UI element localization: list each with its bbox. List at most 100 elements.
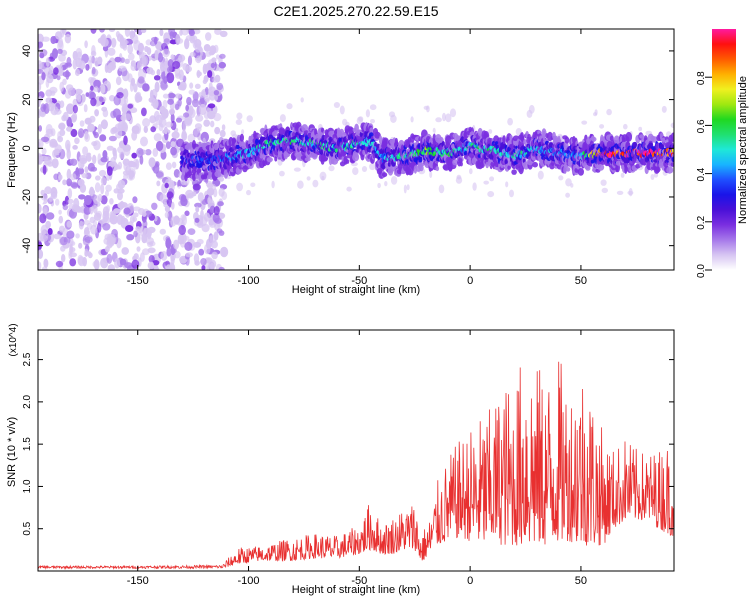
noise-blob — [39, 49, 48, 57]
noise-blob — [170, 255, 175, 266]
faint-blob — [509, 189, 514, 198]
noise-blob — [45, 128, 54, 138]
noise-blob — [208, 50, 215, 56]
faint-blob — [489, 176, 495, 182]
noise-blob — [221, 124, 226, 131]
faint-blob — [594, 109, 598, 116]
noise-blob — [102, 109, 109, 118]
noise-blob — [144, 45, 149, 53]
faint-blob — [435, 117, 442, 123]
signal-mid — [671, 156, 674, 163]
noise-blob — [183, 112, 190, 118]
faint-blob — [293, 167, 301, 172]
noise-blob — [38, 261, 42, 270]
y-tick-label: 40 — [21, 45, 33, 57]
noise-blob — [175, 33, 181, 46]
noise-blob — [197, 192, 204, 202]
noise-blob — [94, 109, 99, 117]
noise-blob — [114, 257, 121, 269]
y-tick-label: 0.5 — [22, 521, 33, 535]
noise-blob — [133, 212, 139, 218]
snr-y-ticks: 0.5 1.0 1.5 2.0 2.5 — [22, 352, 674, 536]
noise-blob — [171, 201, 175, 210]
noise-blob — [203, 119, 211, 127]
noise-blob — [118, 87, 124, 93]
noise-blob — [153, 110, 160, 122]
faint-blob — [356, 116, 363, 125]
noise-blob — [72, 104, 78, 114]
faint-blob — [627, 190, 634, 195]
noise-blob — [139, 225, 147, 237]
noise-blob — [168, 108, 176, 115]
y-tick-label: 2.0 — [22, 394, 33, 408]
noise-blob — [100, 38, 109, 47]
noise-blob — [164, 205, 170, 213]
noise-blob — [151, 202, 158, 210]
faint-blob — [537, 170, 544, 180]
noise-blob — [105, 246, 110, 253]
noise-blob — [47, 228, 53, 235]
noise-blob — [124, 113, 132, 121]
colorbar-tick-label: 0.0 — [696, 264, 707, 278]
noise-blob — [219, 30, 228, 38]
signal-outer — [654, 166, 661, 173]
snr-frame — [37, 329, 675, 572]
noise-blob — [67, 188, 73, 199]
noise-blob — [218, 176, 225, 182]
noise-blob — [159, 228, 166, 235]
noise-blob — [180, 197, 188, 207]
faint-blob — [565, 192, 570, 198]
noise-blob — [214, 217, 222, 224]
noise-blob — [184, 38, 190, 50]
noise-blob — [83, 104, 88, 113]
noise-blob — [97, 124, 102, 134]
noise-blob — [198, 248, 205, 256]
faint-blob — [670, 122, 674, 129]
signal-mid — [504, 159, 508, 165]
noise-blob — [194, 260, 200, 266]
noise-blob — [214, 29, 222, 35]
signal-outer — [214, 170, 222, 178]
noise-blob — [178, 69, 184, 81]
noise-blob — [152, 147, 159, 157]
faint-blob — [333, 102, 340, 108]
noise-blob — [210, 62, 216, 69]
noise-blob — [92, 154, 97, 165]
signal-outer — [381, 172, 388, 178]
noise-blob — [41, 147, 47, 155]
noise-blob — [121, 247, 129, 255]
noise-blob — [90, 85, 94, 91]
signal-outer — [507, 165, 511, 170]
noise-blob — [84, 195, 92, 206]
noise-blob — [72, 145, 78, 150]
noise-blob — [38, 139, 44, 149]
faint-blob — [390, 176, 398, 185]
noise-blob — [129, 30, 135, 38]
snr-line — [38, 361, 674, 570]
faint-blob — [650, 174, 655, 180]
noise-blob — [117, 161, 123, 170]
noise-blob — [172, 61, 181, 69]
faint-blob — [528, 104, 535, 114]
noise-blob — [142, 83, 150, 92]
noise-blob — [65, 69, 70, 80]
noise-blob — [184, 241, 193, 251]
noise-blob — [39, 213, 47, 224]
noise-blob — [108, 135, 117, 142]
y-tick-label: 20 — [21, 93, 33, 105]
spectrogram-x-ticks: -150 -100 -50 0 50 — [127, 29, 587, 287]
noise-blob — [163, 76, 168, 85]
x-tick-label: -150 — [127, 275, 149, 287]
noise-blob — [93, 212, 102, 221]
noise-blob — [71, 112, 78, 122]
noise-blob — [201, 90, 206, 97]
noise-blob — [218, 61, 226, 69]
noise-blob — [55, 260, 64, 268]
noise-blob — [184, 118, 193, 127]
noise-blob — [175, 117, 183, 123]
noise-blob — [66, 168, 72, 180]
noise-blob — [169, 31, 174, 40]
noise-blob — [89, 186, 95, 197]
noise-blob — [93, 140, 101, 151]
faint-blob — [221, 191, 228, 201]
